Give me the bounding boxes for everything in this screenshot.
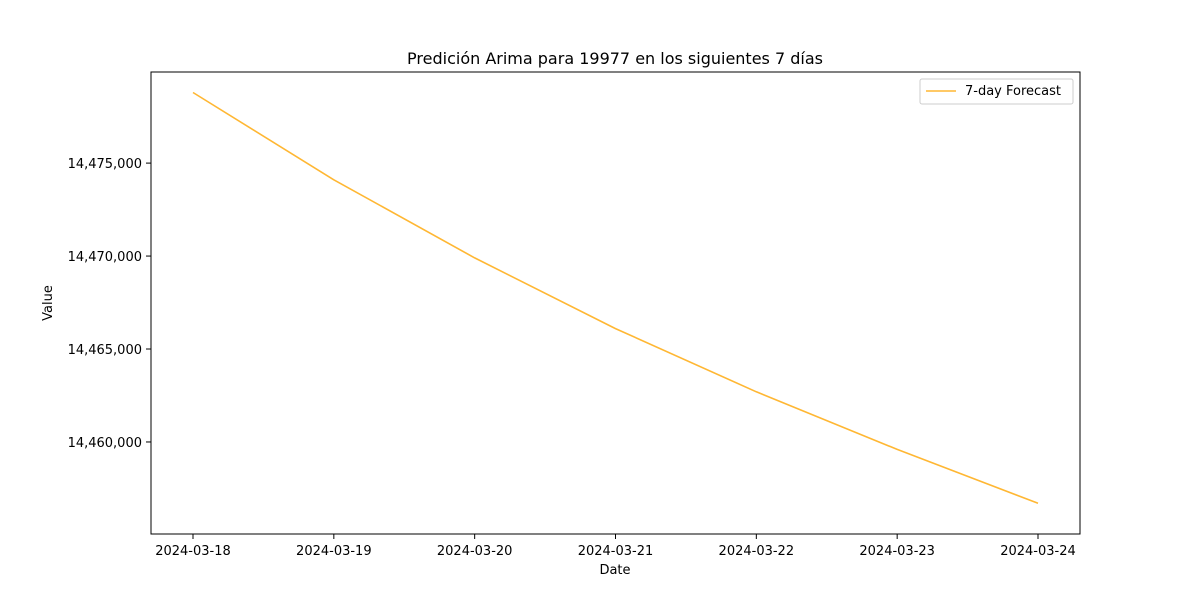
y-tick-label: 14,475,000 xyxy=(68,157,142,172)
series-line-forecast xyxy=(192,91,1039,505)
legend: 7-day Forecast xyxy=(919,78,1074,105)
x-tick-label: 2024-03-20 xyxy=(437,544,513,559)
x-tick-label: 2024-03-18 xyxy=(155,544,231,559)
x-tick-label: 2024-03-19 xyxy=(296,544,372,559)
x-axis-label: Date xyxy=(599,563,630,578)
y-axis: 14,460,000 14,465,000 14,470,000 14,475,000 xyxy=(68,157,151,451)
series-layer xyxy=(192,91,1039,505)
chart-title: Predición Arima para 19977 en los siguie… xyxy=(407,49,823,68)
x-tick-label: 2024-03-24 xyxy=(1000,544,1076,559)
y-tick-label: 14,460,000 xyxy=(68,436,142,451)
legend-box xyxy=(919,78,1074,105)
x-tick-label: 2024-03-21 xyxy=(578,544,654,559)
x-tick-label: 2024-03-23 xyxy=(859,544,935,559)
y-axis-label: Value xyxy=(41,285,56,321)
y-tick-label: 14,470,000 xyxy=(68,250,142,265)
y-tick-label: 14,465,000 xyxy=(68,343,142,358)
plot-area-frame xyxy=(150,71,1081,535)
x-tick-label: 2024-03-22 xyxy=(719,544,795,559)
x-axis: 2024-03-18 2024-03-19 2024-03-20 2024-03-21… xyxy=(155,534,1076,559)
legend-label: 7-day Forecast xyxy=(965,84,1061,99)
